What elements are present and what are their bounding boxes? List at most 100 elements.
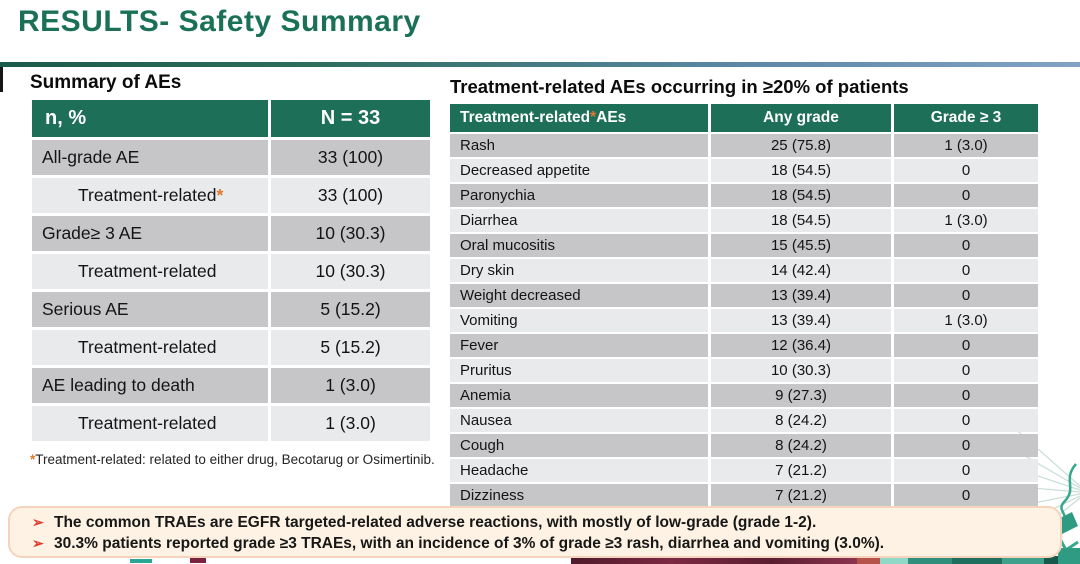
- trae-name-cell: Fever: [450, 334, 708, 357]
- trae-any-grade-cell: 18 (54.5): [711, 184, 891, 207]
- summary-row-value: 1 (3.0): [271, 406, 430, 441]
- trae-grade3-cell: 1 (3.0): [894, 134, 1038, 157]
- summary-col-metric: n, %: [32, 100, 268, 137]
- arrow-bullet-icon: ➢: [32, 514, 44, 530]
- summary-row-label: Serious AE: [32, 292, 268, 327]
- summary-table-row: Treatment-related 5 (15.2): [32, 330, 430, 365]
- left-edge-tick: [0, 67, 3, 92]
- trae-any-grade-cell: 8 (24.2): [711, 434, 891, 457]
- trae-name-cell: Dizziness: [450, 484, 708, 507]
- summary-row-label: Treatment-related: [32, 254, 268, 289]
- summary-table-row: AE leading to death 1 (3.0): [32, 368, 430, 403]
- page-title: RESULTS- Safety Summary: [18, 5, 421, 38]
- trae-col-grade3: Grade ≥ 3: [894, 104, 1038, 132]
- summary-row-label: All-grade AE: [32, 140, 268, 175]
- summary-table-heading: Summary of AEs: [30, 72, 182, 93]
- asterisk-marker: *: [30, 452, 36, 467]
- photo-strip-maroon: [571, 556, 857, 564]
- trae-grade3-cell: 0: [894, 159, 1038, 182]
- trae-name-cell: Anemia: [450, 384, 708, 407]
- trae-any-grade-cell: 8 (24.2): [711, 409, 891, 432]
- trae-grade3-cell: 0: [894, 234, 1038, 257]
- trae-table-row: Cough 8 (24.2) 0: [450, 434, 1038, 457]
- trae-any-grade-cell: 15 (45.5): [711, 234, 891, 257]
- trae-table-row: Rash 25 (75.8) 1 (3.0): [450, 134, 1038, 157]
- summary-row-value: 5 (15.2): [271, 330, 430, 365]
- trae-table-row: Anemia 9 (27.3) 0: [450, 384, 1038, 407]
- trae-grade3-cell: 0: [894, 284, 1038, 307]
- summary-table-row: Treatment-related * 33 (100): [32, 178, 430, 213]
- summary-table-row: Treatment-related 10 (30.3): [32, 254, 430, 289]
- trae-any-grade-cell: 25 (75.8): [711, 134, 891, 157]
- trae-name-cell: Vomiting: [450, 309, 708, 332]
- summary-row-label: AE leading to death: [32, 368, 268, 403]
- trae-any-grade-cell: 7 (21.2): [711, 484, 891, 507]
- trae-table-row: Weight decreased 13 (39.4) 0: [450, 284, 1038, 307]
- takeaway-text: The common TRAEs are EGFR targeted-relat…: [54, 513, 817, 531]
- trae-any-grade-cell: 13 (39.4): [711, 284, 891, 307]
- trae-name-cell: Weight decreased: [450, 284, 708, 307]
- photo-strip-teal: [952, 556, 1002, 564]
- small-maroon-mark: [190, 558, 206, 563]
- photo-strip-teal: [1002, 556, 1044, 564]
- trae-any-grade-cell: 18 (54.5): [711, 209, 891, 232]
- trae-table-row: Decreased appetite 18 (54.5) 0: [450, 159, 1038, 182]
- trae-table-row: Paronychia 18 (54.5) 0: [450, 184, 1038, 207]
- summary-row-label: Treatment-related: [32, 330, 268, 365]
- trae-col-name-pre: Treatment-related: [460, 109, 591, 126]
- trae-table-row: Nausea 8 (24.2) 0: [450, 409, 1038, 432]
- trae-name-cell: Oral mucositis: [450, 234, 708, 257]
- footnote: *Treatment-related: related to either dr…: [30, 452, 435, 467]
- summary-row-label: Treatment-related *: [32, 178, 268, 213]
- trae-name-cell: Dry skin: [450, 259, 708, 282]
- trae-grade3-cell: 0: [894, 184, 1038, 207]
- trae-col-name-post: AEs: [596, 109, 627, 126]
- trae-any-grade-cell: 12 (36.4): [711, 334, 891, 357]
- trae-grade3-cell: 0: [894, 484, 1038, 507]
- trae-grade3-cell: 0: [894, 259, 1038, 282]
- summary-table-row: Serious AE 5 (15.2): [32, 292, 430, 327]
- summary-row-value: 10 (30.3): [271, 216, 430, 251]
- trae-any-grade-cell: 13 (39.4): [711, 309, 891, 332]
- photo-strip-corner: [1058, 548, 1080, 564]
- trae-any-grade-cell: 9 (27.3): [711, 384, 891, 407]
- trae-grade3-cell: 0: [894, 384, 1038, 407]
- trae-table-heading: Treatment-related AEs occurring in ≥20% …: [450, 76, 909, 97]
- trae-table-row: Fever 12 (36.4) 0: [450, 334, 1038, 357]
- trae-grade3-cell: 0: [894, 434, 1038, 457]
- trae-table: Treatment-related * AEs Any grade Grade ≥…: [450, 104, 1038, 507]
- takeaway-text: 30.3% patients reported grade ≥3 TRAEs, …: [54, 534, 885, 552]
- trae-name-cell: Paronychia: [450, 184, 708, 207]
- trae-name-cell: Nausea: [450, 409, 708, 432]
- trae-grade3-cell: 0: [894, 334, 1038, 357]
- summary-table: n, % N = 33 All-grade AE 33 (100) Treatm…: [32, 100, 430, 441]
- summary-row-value: 5 (15.2): [271, 292, 430, 327]
- summary-row-value: 10 (30.3): [271, 254, 430, 289]
- summary-row-label: Treatment-related: [32, 406, 268, 441]
- trae-table-row: Diarrhea 18 (54.5) 1 (3.0): [450, 209, 1038, 232]
- trae-table-row: Dizziness 7 (21.2) 0: [450, 484, 1038, 507]
- title-divider: [0, 62, 1080, 67]
- trae-grade3-cell: 1 (3.0): [894, 309, 1038, 332]
- summary-row-value: 1 (3.0): [271, 368, 430, 403]
- takeaway-panel: ➢ The common TRAEs are EGFR targeted-rel…: [8, 506, 1062, 558]
- trae-name-cell: Diarrhea: [450, 209, 708, 232]
- summary-col-n: N = 33: [271, 100, 430, 137]
- trae-name-cell: Headache: [450, 459, 708, 482]
- summary-row-label: Grade≥ 3 AE: [32, 216, 268, 251]
- footnote-text: Treatment-related: related to either dru…: [35, 452, 435, 467]
- takeaway-list: ➢ The common TRAEs are EGFR targeted-rel…: [10, 512, 1060, 554]
- trae-grade3-cell: 0: [894, 459, 1038, 482]
- photo-strip-red: [857, 556, 880, 564]
- trae-any-grade-cell: 7 (21.2): [711, 459, 891, 482]
- trae-table-row: Headache 7 (21.2) 0: [450, 459, 1038, 482]
- summary-table-row: Treatment-related 1 (3.0): [32, 406, 430, 441]
- trae-table-header-row: Treatment-related * AEs Any grade Grade ≥…: [450, 104, 1038, 132]
- trae-name-cell: Cough: [450, 434, 708, 457]
- trae-table-row: Oral mucositis 15 (45.5) 0: [450, 234, 1038, 257]
- trae-any-grade-cell: 14 (42.4): [711, 259, 891, 282]
- photo-strip-teal: [908, 556, 952, 564]
- takeaway-item: ➢ 30.3% patients reported grade ≥3 TRAEs…: [10, 533, 1060, 554]
- summary-table-row: All-grade AE 33 (100): [32, 140, 430, 175]
- trae-name-cell: Pruritus: [450, 359, 708, 382]
